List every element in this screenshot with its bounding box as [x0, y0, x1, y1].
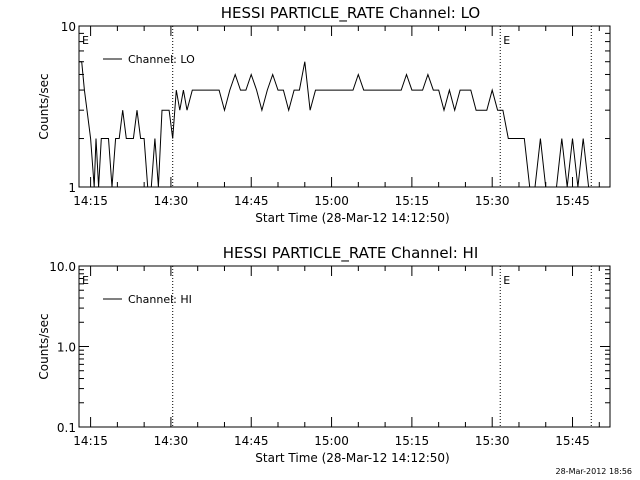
chart-title: HESSI PARTICLE_RATE Channel: LO: [221, 4, 480, 23]
event-marker-label: E: [503, 34, 510, 47]
plot-frame: [78, 265, 611, 428]
y-tick-label: 10.0: [49, 260, 76, 274]
x-tick-label: 15:00: [314, 194, 349, 208]
event-marker-label: E: [82, 34, 89, 47]
legend-entry: Channel: LO: [128, 53, 195, 66]
x-tick-label: 14:30: [154, 434, 189, 448]
x-tick-label: 14:45: [234, 434, 269, 448]
event-marker-label: E: [82, 274, 89, 287]
x-tick-label: 14:15: [73, 194, 108, 208]
y-tick-label: 0.1: [57, 421, 76, 435]
x-tick-label: 15:30: [475, 434, 510, 448]
plot-timestamp: 28-Mar-2012 18:56: [555, 467, 633, 476]
x-tick-label: 15:15: [395, 434, 430, 448]
series-line-channel-lo: [79, 61, 590, 188]
x-tick-label: 14:45: [234, 194, 269, 208]
y-tick-label: 1.0: [57, 341, 76, 355]
event-marker-label: E: [503, 274, 510, 287]
x-axis-label: Start Time (28-Mar-12 14:12:50): [255, 211, 449, 225]
x-tick-label: 14:30: [154, 194, 189, 208]
plot-frame: [78, 25, 611, 188]
x-tick-label: 15:00: [314, 434, 349, 448]
x-tick-label: 15:30: [475, 194, 510, 208]
chart-title: HESSI PARTICLE_RATE Channel: HI: [223, 244, 479, 263]
y-tick-label: 1: [68, 181, 76, 195]
x-axis-label: Start Time (28-Mar-12 14:12:50): [255, 451, 449, 465]
y-tick-label: 10: [61, 20, 76, 34]
y-axis-label: Counts/sec: [37, 73, 51, 139]
x-tick-label: 15:45: [555, 434, 590, 448]
x-tick-label: 15:15: [395, 194, 430, 208]
x-tick-label: 14:15: [73, 434, 108, 448]
y-axis-label: Counts/sec: [37, 313, 51, 379]
x-tick-label: 15:45: [555, 194, 590, 208]
legend-entry: Channel: HI: [128, 293, 192, 306]
